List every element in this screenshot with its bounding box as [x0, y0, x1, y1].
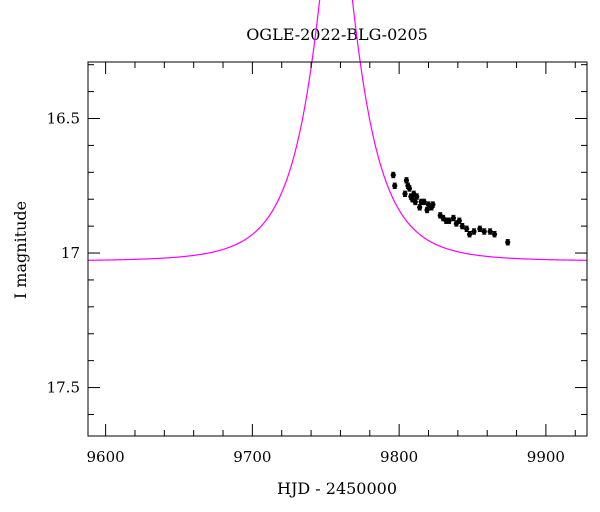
data-point	[406, 185, 413, 192]
data-point	[459, 223, 465, 229]
y-tick-label: 17	[61, 244, 80, 262]
x-axis-title: HJD - 2450000	[277, 479, 397, 498]
data-point	[466, 231, 473, 237]
chart-title: OGLE-2022-BLG-0205	[246, 25, 428, 44]
data-point	[471, 228, 477, 235]
data-point	[487, 228, 493, 235]
data-point	[421, 199, 427, 205]
data-point	[477, 226, 483, 232]
data-point	[414, 193, 420, 200]
data-point	[412, 199, 418, 205]
data-point	[456, 218, 462, 224]
data-point	[446, 218, 452, 224]
x-tick-label: 9800	[380, 448, 418, 466]
model-curve	[87, 0, 588, 261]
y-tick-label: 16.5	[47, 110, 80, 128]
x-tick-label: 9600	[87, 448, 125, 466]
plot-area: 9600 9700 9800 9900 16.5 17 17.5	[47, 0, 588, 466]
y-tick-label: 17.5	[47, 379, 80, 397]
data-point	[392, 183, 398, 189]
data-point	[505, 239, 511, 245]
data-point	[402, 191, 408, 197]
data-point	[430, 202, 436, 208]
data-point	[481, 228, 487, 235]
plot-frame	[87, 61, 588, 437]
data-point	[491, 231, 498, 237]
data-point	[403, 177, 410, 183]
data-point	[417, 204, 423, 210]
data-point	[450, 215, 457, 221]
data-point	[390, 172, 396, 178]
x-tick-label: 9900	[527, 448, 565, 466]
data-point	[464, 226, 470, 232]
y-axis-title: I magnitude	[11, 201, 30, 299]
data-point	[424, 207, 430, 213]
x-tick-label: 9700	[233, 448, 271, 466]
